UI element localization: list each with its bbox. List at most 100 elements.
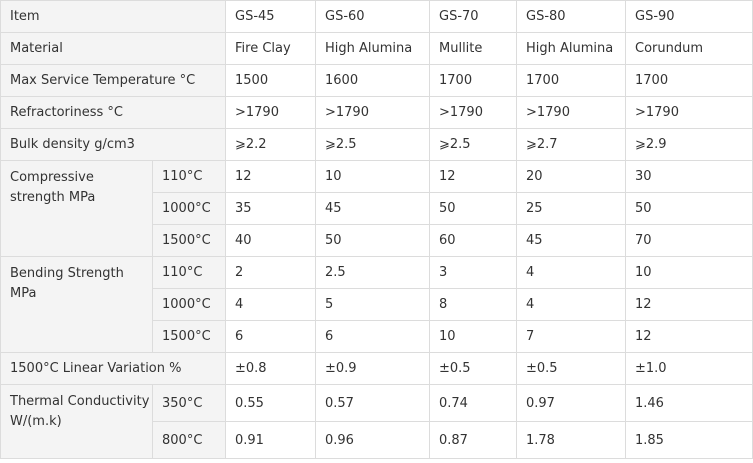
cell: 35 <box>225 192 316 225</box>
cell: 1.78 <box>516 421 626 459</box>
row-label: Bulk density g/cm3 <box>0 128 226 161</box>
table-row: 1000°C 35 45 50 25 50 <box>1 192 753 225</box>
cell: 25 <box>516 192 626 225</box>
row-label: Thermal Conductivity W/(m.k) <box>0 384 153 459</box>
cell: ⩾2.5 <box>315 128 430 161</box>
row-label: Max Service Temperature °C <box>0 64 226 97</box>
cell: 10 <box>625 256 753 289</box>
cell: 20 <box>516 160 626 193</box>
cell: 4 <box>516 256 626 289</box>
column-header: GS-45 <box>225 0 316 33</box>
table-row: 1000°C 4 5 8 4 12 <box>1 288 753 321</box>
cell: Fire Clay <box>225 32 316 65</box>
cell: 1500 <box>225 64 316 97</box>
cell: 1.85 <box>625 421 753 459</box>
cell: 5 <box>315 288 430 321</box>
cell: ±0.8 <box>225 352 316 385</box>
row-label: 1500°C Linear Variation % <box>0 352 226 385</box>
cell: 1600 <box>315 64 430 97</box>
condition-label: 800°C <box>152 421 226 459</box>
cell: 50 <box>625 192 753 225</box>
cell: 50 <box>429 192 517 225</box>
cell: >1790 <box>225 96 316 129</box>
cell: 70 <box>625 224 753 257</box>
condition-label: 1000°C <box>152 288 226 321</box>
table-row: 800°C 0.91 0.96 0.87 1.78 1.85 <box>1 421 753 459</box>
cell: 1700 <box>429 64 517 97</box>
cell: 10 <box>429 320 517 353</box>
row-label: Refractoriness °C <box>0 96 226 129</box>
cell: >1790 <box>429 96 517 129</box>
table-row: Max Service Temperature °C 1500 1600 1700 17… <box>0 64 753 97</box>
cell: 60 <box>429 224 517 257</box>
cell: 0.96 <box>315 421 430 459</box>
cell: 45 <box>315 192 430 225</box>
cell: 7 <box>516 320 626 353</box>
column-header: GS-60 <box>315 0 430 33</box>
cell: 12 <box>625 288 753 321</box>
cell: 0.74 <box>429 384 517 422</box>
cell: 0.91 <box>225 421 316 459</box>
cell: 2.5 <box>315 256 430 289</box>
cell: 12 <box>429 160 517 193</box>
cell: 50 <box>315 224 430 257</box>
cell: 30 <box>625 160 753 193</box>
cell: 4 <box>516 288 626 321</box>
column-header: GS-80 <box>516 0 626 33</box>
column-header: GS-90 <box>625 0 753 33</box>
table-row: Compressive strength MPa 110°C 12 10 12 20 30 <box>0 160 753 257</box>
cell: 8 <box>429 288 517 321</box>
cell: 1700 <box>516 64 626 97</box>
table-row: Item GS-45 GS-60 GS-70 GS-80 GS-90 <box>0 0 753 33</box>
cell: High Alumina <box>315 32 430 65</box>
cell: 0.57 <box>315 384 430 422</box>
condition-label: 1500°C <box>152 224 226 257</box>
cell: Mullite <box>429 32 517 65</box>
cell: 0.87 <box>429 421 517 459</box>
cell: 6 <box>225 320 316 353</box>
table-row: Bulk density g/cm3 ⩾2.2 ⩾2.5 ⩾2.5 ⩾2.7 ⩾2.9 <box>0 128 753 161</box>
cell: ±0.5 <box>429 352 517 385</box>
cell: High Alumina <box>516 32 626 65</box>
table-row: Material Fire Clay High Alumina Mullite High… <box>0 32 753 65</box>
row-label: Material <box>0 32 226 65</box>
cell: ±1.0 <box>625 352 753 385</box>
cell: 40 <box>225 224 316 257</box>
cell: 10 <box>315 160 430 193</box>
table-row: Bending Strength MPa 110°C 2 2.5 3 4 10 <box>0 256 753 353</box>
cell: 12 <box>625 320 753 353</box>
cell: ⩾2.7 <box>516 128 626 161</box>
cell: >1790 <box>516 96 626 129</box>
condition-label: 1000°C <box>152 192 226 225</box>
table-row: 1500°C Linear Variation % ±0.8 ±0.9 ±0.5 ±0.… <box>0 352 753 385</box>
cell: ⩾2.2 <box>225 128 316 161</box>
cell: 0.97 <box>516 384 626 422</box>
cell: ⩾2.9 <box>625 128 753 161</box>
cell: Corundum <box>625 32 753 65</box>
cell: >1790 <box>625 96 753 129</box>
cell: >1790 <box>315 96 430 129</box>
condition-label: 1500°C <box>152 320 226 353</box>
cell: 0.55 <box>225 384 316 422</box>
condition-label: 350°C <box>152 384 226 422</box>
column-header: GS-70 <box>429 0 517 33</box>
cell: 3 <box>429 256 517 289</box>
condition-label: 110°C <box>152 160 226 193</box>
cell: ⩾2.5 <box>429 128 517 161</box>
condition-label: 110°C <box>152 256 226 289</box>
cell: 12 <box>225 160 316 193</box>
cell: 2 <box>225 256 316 289</box>
row-label: Compressive strength MPa <box>0 160 153 257</box>
cell: 4 <box>225 288 316 321</box>
cell: 1700 <box>625 64 753 97</box>
table-row: 1500°C 6 6 10 7 12 <box>1 320 753 353</box>
cell: ±0.5 <box>516 352 626 385</box>
cell: 1.46 <box>625 384 753 422</box>
table-row: Refractoriness °C >1790 >1790 >1790 >1790 >17… <box>0 96 753 129</box>
table-row: 1500°C 40 50 60 45 70 <box>1 224 753 257</box>
header-label: Item <box>0 0 226 33</box>
cell: 45 <box>516 224 626 257</box>
cell: 6 <box>315 320 430 353</box>
